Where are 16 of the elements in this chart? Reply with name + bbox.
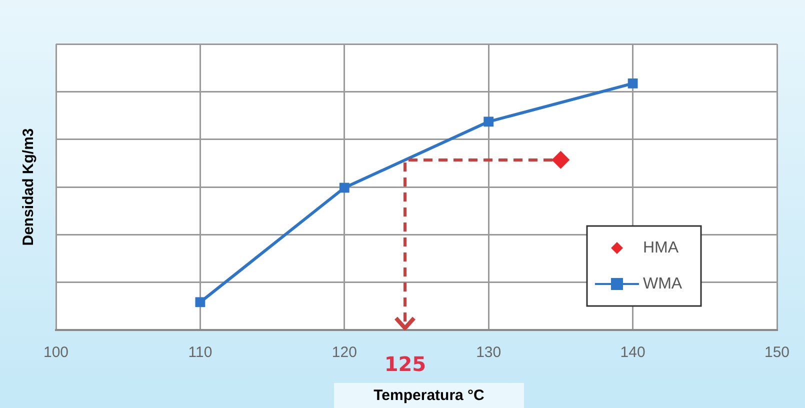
x-tick-label: 110 [188,344,212,362]
x-tick-label: 140 [620,344,646,362]
x-tick-label: 150 [764,344,790,362]
legend-label: HMA [643,239,679,256]
y-axis-title: Densidad Kg/m3 [20,128,38,246]
text: 125 [384,352,426,376]
point [195,297,206,308]
point [339,182,350,193]
x-tick-label: 100 [43,344,69,362]
point [484,116,494,127]
x-tick-label: 120 [332,344,357,362]
x-tick-label: 130 [476,344,502,362]
legend-label: WMA [643,275,682,292]
x-axis-title: Temperatura °C [334,383,524,408]
point [628,78,638,88]
point [552,150,570,169]
